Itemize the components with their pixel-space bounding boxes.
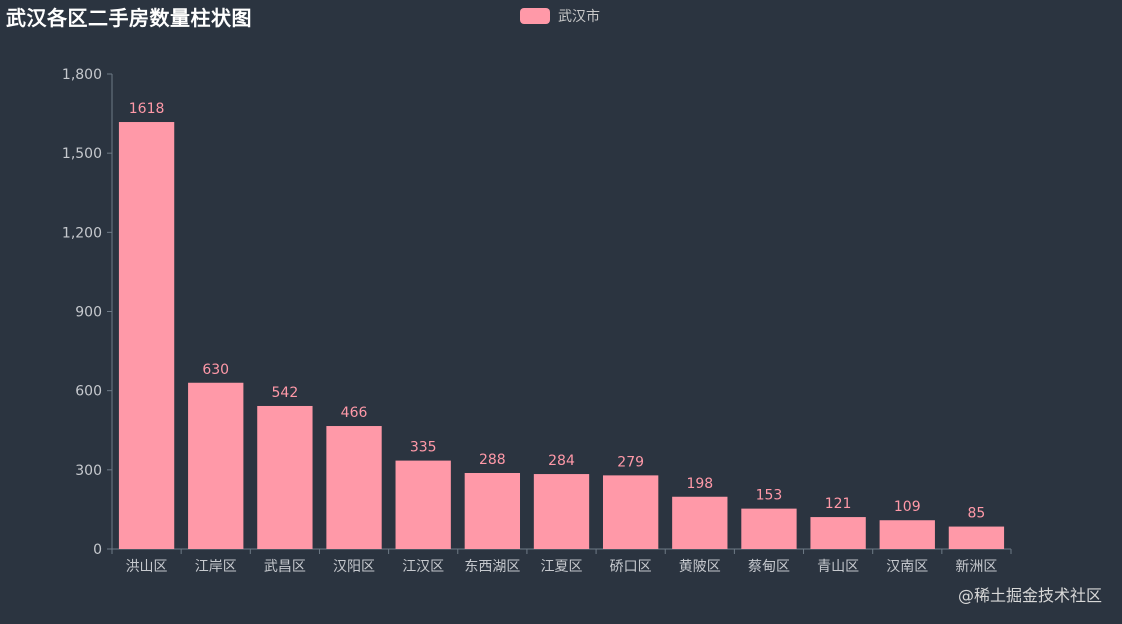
x-tick-label: 青山区 (817, 559, 859, 575)
watermark: @稀土掘金技术社区 (957, 586, 1102, 605)
x-tick-label: 新洲区 (955, 559, 997, 575)
chart-title: 武汉各区二手房数量柱状图 (6, 6, 252, 30)
bar-value-label: 335 (410, 440, 437, 456)
bar[interactable] (395, 460, 451, 549)
bar[interactable] (533, 474, 590, 549)
y-tick-label: 1,200 (62, 225, 102, 241)
bar-value-label: 284 (548, 453, 575, 469)
y-tick-label: 1,800 (62, 67, 102, 83)
y-tick-label: 1,500 (62, 146, 102, 162)
legend-swatch-wuhan[interactable] (520, 8, 550, 24)
bar-value-label: 542 (272, 385, 299, 401)
x-tick-label: 洪山区 (126, 559, 168, 575)
bar[interactable] (326, 426, 382, 549)
x-tick-label: 武昌区 (264, 559, 306, 575)
bar-value-label: 121 (825, 496, 852, 512)
y-tick-label: 300 (75, 463, 102, 479)
bar[interactable] (672, 496, 728, 549)
bar[interactable] (257, 405, 313, 549)
x-tick-label: 江夏区 (541, 559, 583, 575)
legend[interactable]: 武汉市 (520, 6, 600, 26)
y-tick-label: 0 (93, 542, 102, 558)
bar[interactable] (188, 382, 244, 549)
bar[interactable] (879, 520, 935, 549)
bar[interactable] (602, 475, 659, 549)
bar[interactable] (810, 517, 866, 549)
legend-label-wuhan[interactable]: 武汉市 (558, 9, 600, 25)
y-tick-label: 600 (75, 384, 102, 400)
x-tick-label: 蔡甸区 (748, 559, 790, 575)
x-tick-label: 汉南区 (886, 559, 928, 575)
x-tick-label: 东西湖区 (464, 559, 520, 575)
bar-value-label: 630 (202, 362, 229, 378)
bar[interactable] (948, 526, 1005, 549)
bar[interactable] (118, 122, 175, 550)
bar-value-label: 85 (968, 506, 986, 522)
x-tick-label: 汉阳区 (333, 559, 375, 575)
bar-value-label: 466 (341, 405, 368, 421)
y-tick-label: 900 (75, 305, 102, 321)
x-tick-label: 硚口区 (610, 559, 652, 575)
x-tick-label: 黄陂区 (679, 558, 721, 575)
bar-value-label: 1618 (129, 101, 165, 117)
bar-value-label: 109 (894, 499, 921, 515)
bar[interactable] (464, 473, 521, 549)
bar-value-label: 288 (479, 452, 506, 468)
bar-value-label: 279 (617, 454, 644, 470)
x-tick-label: 江岸区 (195, 559, 237, 575)
bar-value-label: 198 (686, 476, 713, 492)
x-tick-label: 江汉区 (402, 559, 444, 575)
bar-value-label: 153 (756, 488, 783, 504)
bar[interactable] (741, 508, 797, 549)
